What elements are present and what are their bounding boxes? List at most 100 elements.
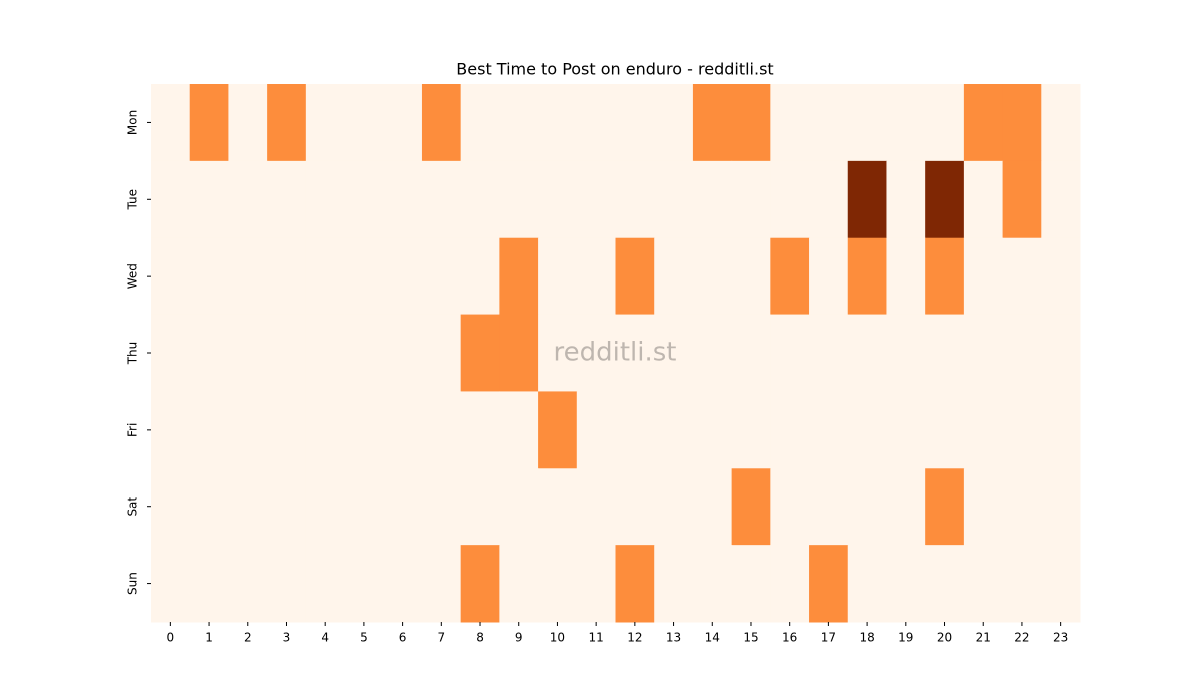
- heatmap-cell: [963, 237, 1004, 316]
- heatmap-cell: [963, 545, 1004, 623]
- heatmap-cell: [809, 468, 849, 546]
- heatmap-cell: [847, 391, 887, 469]
- y-tick-label: Sun: [126, 572, 140, 595]
- heatmap-cell: [538, 160, 578, 239]
- heatmap-cell: [886, 160, 926, 239]
- heatmap-cell: [383, 84, 423, 162]
- heatmap-cell: [615, 237, 655, 316]
- heatmap-cell: [1002, 84, 1042, 162]
- heatmap-cell: [847, 160, 887, 239]
- heatmap-cell: [770, 468, 810, 546]
- heatmap-cell: [963, 84, 1004, 162]
- heatmap-cell: [421, 391, 462, 469]
- heatmap-cell: [499, 84, 539, 162]
- heatmap-cell: [499, 237, 539, 316]
- heatmap-cell: [305, 468, 346, 546]
- heatmap-cell: [267, 545, 307, 623]
- heatmap-cell: [731, 545, 771, 623]
- heatmap-cell: [654, 237, 694, 316]
- heatmap-cell: [499, 391, 539, 469]
- heatmap-cell: [267, 84, 307, 162]
- chart-title: Best Time to Post on enduro - redditli.s…: [456, 60, 773, 79]
- heatmap-cell: [344, 160, 384, 239]
- heatmap-cell: [1002, 468, 1042, 546]
- heatmap-cell: [692, 160, 733, 239]
- heatmap-cell: [925, 391, 965, 469]
- heatmap-cell: [731, 391, 771, 469]
- heatmap-cell: [189, 391, 229, 469]
- heatmap-cell: [267, 391, 307, 469]
- x-tick-label: 1: [205, 631, 213, 645]
- heatmap-cell: [654, 468, 694, 546]
- heatmap-cell: [809, 84, 849, 162]
- heatmap-cell: [344, 468, 384, 546]
- x-tick-label: 9: [515, 631, 523, 645]
- x-tick-label: 6: [399, 631, 407, 645]
- heatmap-cell: [576, 160, 616, 239]
- heatmap-cell: [1041, 314, 1081, 392]
- heatmap-cell: [228, 545, 268, 623]
- heatmap-cells: [151, 84, 1081, 623]
- heatmap-cell: [383, 160, 423, 239]
- heatmap-cell: [151, 391, 191, 469]
- heatmap-cell: [499, 545, 539, 623]
- heatmap-cell: [189, 160, 229, 239]
- x-tick-label: 18: [859, 631, 874, 645]
- heatmap-cell: [151, 160, 191, 239]
- heatmap-cell: [770, 237, 810, 316]
- heatmap-cell: [615, 314, 655, 392]
- heatmap-cell: [383, 468, 423, 546]
- heatmap-cell: [305, 160, 346, 239]
- heatmap-cell: [654, 545, 694, 623]
- heatmap-cell: [228, 237, 268, 316]
- heatmap-cell: [615, 391, 655, 469]
- y-tick-label: Fri: [126, 423, 140, 437]
- heatmap-cell: [615, 545, 655, 623]
- heatmap-cell: [809, 314, 849, 392]
- heatmap-cell: [151, 314, 191, 392]
- heatmap-cell: [963, 314, 1004, 392]
- heatmap-cell: [654, 391, 694, 469]
- heatmap-cell: [344, 545, 384, 623]
- heatmap-cell: [692, 237, 733, 316]
- heatmap-cell: [460, 237, 500, 316]
- heatmap-cell: [809, 160, 849, 239]
- heatmap-cell: [228, 84, 268, 162]
- heatmap-cell: [151, 84, 191, 162]
- heatmap-cell: [383, 391, 423, 469]
- heatmap-cell: [1041, 160, 1081, 239]
- y-tick-label: Wed: [126, 263, 140, 289]
- heatmap-cell: [460, 314, 500, 392]
- heatmap-cell: [499, 468, 539, 546]
- x-tick-label: 7: [437, 631, 445, 645]
- heatmap-cell: [228, 160, 268, 239]
- heatmap-cell: [925, 160, 965, 239]
- x-tick-label: 20: [937, 631, 952, 645]
- heatmap-cell: [421, 84, 462, 162]
- heatmap-cell: [1002, 237, 1042, 316]
- heatmap-cell: [925, 237, 965, 316]
- x-tick-label: 16: [782, 631, 797, 645]
- x-tick-label: 2: [244, 631, 252, 645]
- heatmap-cell: [731, 84, 771, 162]
- heatmap-cell: [151, 545, 191, 623]
- heatmap-cell: [731, 314, 771, 392]
- heatmap-cell: [421, 468, 462, 546]
- heatmap-cell: [615, 84, 655, 162]
- heatmap-cell: [421, 545, 462, 623]
- heatmap-cell: [1041, 237, 1081, 316]
- heatmap-cell: [770, 84, 810, 162]
- heatmap-cell: [925, 84, 965, 162]
- heatmap-cell: [576, 237, 616, 316]
- heatmap-cell: [267, 314, 307, 392]
- heatmap-cell: [1002, 545, 1042, 623]
- heatmap-cell: [267, 160, 307, 239]
- heatmap-cell: [692, 545, 733, 623]
- x-tick-label: 5: [360, 631, 368, 645]
- heatmap-cell: [770, 391, 810, 469]
- heatmap-cell: [654, 160, 694, 239]
- heatmap-cell: [886, 545, 926, 623]
- heatmap-cell: [1002, 314, 1042, 392]
- heatmap-cell: [189, 237, 229, 316]
